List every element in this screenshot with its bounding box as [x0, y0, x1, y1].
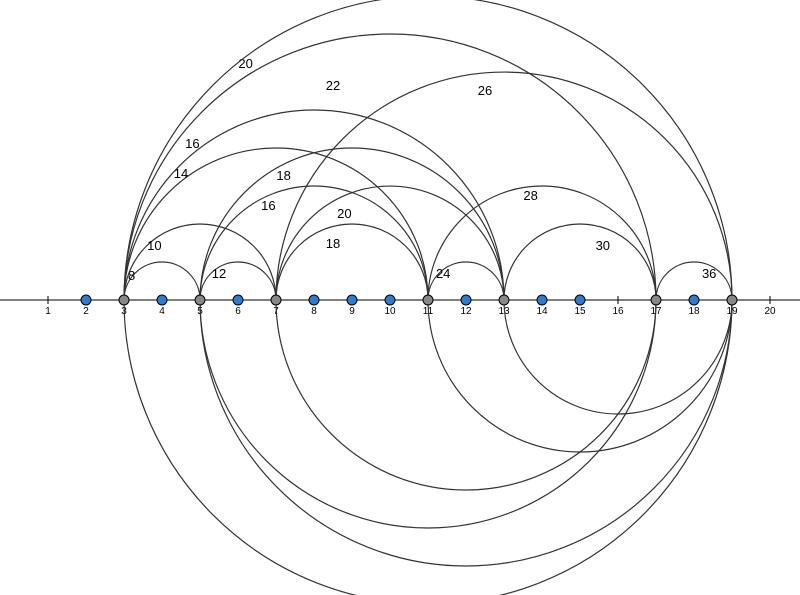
arc-sum-label: 30 — [596, 238, 610, 253]
composite-point — [157, 295, 167, 305]
arc-sum-label: 14 — [174, 166, 188, 181]
arc-sum-label: 16 — [185, 136, 199, 151]
axis-tick-label: 4 — [159, 306, 165, 317]
axis-tick-label: 18 — [688, 306, 700, 317]
prime-sum-arc — [200, 300, 656, 528]
arc-sum-label: 24 — [436, 266, 450, 281]
composite-point — [537, 295, 547, 305]
prime-point — [651, 295, 661, 305]
arc-sum-label: 8 — [128, 268, 135, 283]
arc-sum-label: 12 — [212, 266, 226, 281]
axis-tick-label: 20 — [764, 306, 776, 317]
prime-sum-arc — [504, 224, 656, 300]
axis-tick-label: 16 — [612, 306, 624, 317]
composite-point — [575, 295, 585, 305]
prime-sum-arc — [124, 262, 200, 300]
axis-tick-label: 8 — [311, 306, 317, 317]
prime-sum-arc — [276, 300, 656, 490]
prime-point — [499, 295, 509, 305]
arc-sum-label: 10 — [147, 238, 161, 253]
axis-tick-label: 2 — [83, 306, 89, 317]
axis-tick-label: 1 — [45, 306, 51, 317]
axis-tick-label: 6 — [235, 306, 241, 317]
arc-sum-label: 28 — [523, 188, 537, 203]
arc-sum-label: 20 — [337, 206, 351, 221]
composite-point — [81, 295, 91, 305]
arc-sum-label: 18 — [326, 236, 340, 251]
prime-sum-arc — [124, 34, 656, 300]
arc-sum-label: 36 — [702, 266, 716, 281]
prime-sum-arc — [276, 224, 428, 300]
prime-sum-arc — [656, 262, 732, 300]
composite-point — [461, 295, 471, 305]
prime-sum-arc — [124, 300, 732, 595]
goldbach-diagram: 1234567891011121314151617181920810141620… — [0, 0, 800, 595]
prime-point — [119, 295, 129, 305]
prime-sum-arc — [276, 72, 732, 300]
prime-point — [727, 295, 737, 305]
prime-sum-arc — [428, 300, 732, 452]
arc-sum-label: 22 — [326, 78, 340, 93]
composite-point — [385, 295, 395, 305]
composite-point — [233, 295, 243, 305]
composite-point — [309, 295, 319, 305]
composite-point — [347, 295, 357, 305]
axis-tick-label: 9 — [349, 306, 355, 317]
axis-tick-label: 10 — [384, 306, 396, 317]
axis-tick-label: 14 — [536, 306, 548, 317]
arc-sum-label: 20 — [238, 56, 252, 71]
axis-tick-label: 12 — [460, 306, 472, 317]
prime-sum-arc — [428, 186, 656, 300]
arc-sum-label: 18 — [276, 168, 290, 183]
composite-point — [689, 295, 699, 305]
prime-point — [423, 295, 433, 305]
axis-tick-label: 15 — [574, 306, 586, 317]
prime-point — [271, 295, 281, 305]
arc-sum-label: 16 — [261, 198, 275, 213]
arc-sum-label: 26 — [478, 83, 492, 98]
prime-point — [195, 295, 205, 305]
